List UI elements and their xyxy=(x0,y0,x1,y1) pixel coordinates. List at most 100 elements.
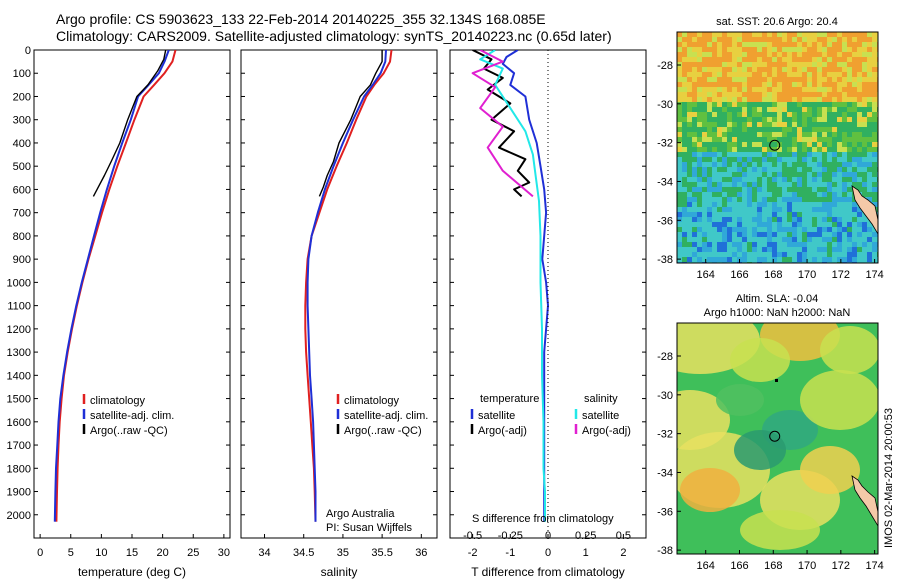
sst-cell xyxy=(752,42,757,47)
sst-cell xyxy=(742,237,747,242)
sst-cell xyxy=(837,232,842,237)
sst-cell xyxy=(807,122,812,127)
sst-cell xyxy=(732,217,737,222)
sst-cell xyxy=(742,177,747,182)
sst-cell xyxy=(812,237,817,242)
sst-cell xyxy=(872,162,877,167)
sst-cell xyxy=(817,77,822,82)
sst-cell xyxy=(832,247,837,252)
sst-cell xyxy=(827,42,832,47)
sst-cell xyxy=(812,192,817,197)
sst-cell xyxy=(722,207,727,212)
sst-cell xyxy=(747,92,752,97)
coastline-sst xyxy=(851,185,878,235)
sst-cell xyxy=(757,102,762,107)
sst-cell xyxy=(842,252,847,257)
sla-blob xyxy=(800,446,860,494)
sst-cell xyxy=(802,257,807,262)
sst-cell xyxy=(807,102,812,107)
sst-cell xyxy=(832,142,837,147)
sst-cell xyxy=(802,152,807,157)
sst-cell xyxy=(792,127,797,132)
sst-cell xyxy=(847,42,852,47)
sst-cell xyxy=(742,77,747,82)
sst-cell xyxy=(687,57,692,62)
sst-cell xyxy=(872,127,877,132)
sst-cell xyxy=(697,162,702,167)
sst-cell xyxy=(712,192,717,197)
sst-cell xyxy=(842,52,847,57)
sst-cell xyxy=(822,202,827,207)
sst-cell xyxy=(812,117,817,122)
sst-cell xyxy=(747,137,752,142)
sst-cell xyxy=(857,177,862,182)
sla-map-frame xyxy=(676,322,879,555)
sst-cell xyxy=(787,252,792,257)
sst-cell xyxy=(852,202,857,207)
sst-cell xyxy=(697,122,702,127)
sst-cell xyxy=(792,252,797,257)
sst-cell xyxy=(807,192,812,197)
sst-cell xyxy=(727,252,732,257)
sst-cell xyxy=(857,127,862,132)
sst-cell xyxy=(737,167,742,172)
sst-cell xyxy=(862,232,867,237)
sst-cell xyxy=(687,52,692,57)
y-tick-label: 100 xyxy=(13,68,31,80)
sst-cell xyxy=(812,222,817,227)
sst-cell xyxy=(712,127,717,132)
sst-cell xyxy=(787,232,792,237)
sst-cell xyxy=(742,187,747,192)
sst-cell xyxy=(772,77,777,82)
sst-cell xyxy=(752,167,757,172)
sst-cell xyxy=(707,107,712,112)
sst-cell xyxy=(712,237,717,242)
sst-cell xyxy=(777,117,782,122)
sst-cell xyxy=(722,212,727,217)
sst-cell xyxy=(682,172,687,177)
sst-cell xyxy=(792,82,797,87)
sst-cell xyxy=(742,117,747,122)
sst-cell xyxy=(682,147,687,152)
sst-cell xyxy=(787,147,792,152)
sst-cell xyxy=(762,232,767,237)
sst-cell xyxy=(727,107,732,112)
sst-cell xyxy=(762,187,767,192)
sst-cell xyxy=(752,202,757,207)
x-tick-label: 35 xyxy=(337,547,349,559)
sst-cell xyxy=(872,62,877,67)
sst-cell xyxy=(792,117,797,122)
sst-cell xyxy=(732,242,737,247)
sst-cell xyxy=(742,112,747,117)
sst-cell xyxy=(777,162,782,167)
sst-cell xyxy=(837,112,842,117)
sst-cell xyxy=(832,192,837,197)
sst-cell xyxy=(872,247,877,252)
sst-cell xyxy=(722,52,727,57)
sst-cell xyxy=(832,252,837,257)
sst-cell xyxy=(707,122,712,127)
sst-cell xyxy=(857,217,862,222)
sst-cell xyxy=(792,97,797,102)
sst-cell xyxy=(732,187,737,192)
sst-cell xyxy=(822,232,827,237)
sst-cell xyxy=(842,122,847,127)
sst-cell xyxy=(707,57,712,62)
sst-cell xyxy=(812,197,817,202)
legend-label: climatology xyxy=(90,395,146,407)
sst-cell xyxy=(862,172,867,177)
sst-cell xyxy=(782,192,787,197)
sst-cell xyxy=(762,77,767,82)
sst-cell xyxy=(722,102,727,107)
sst-cell xyxy=(867,237,872,242)
sst-cell xyxy=(712,212,717,217)
sst-cell xyxy=(802,172,807,177)
sst-cell xyxy=(707,197,712,202)
sst-cell xyxy=(742,162,747,167)
sst-cell xyxy=(762,147,767,152)
sst-cell xyxy=(797,172,802,177)
y-tick-label: 1400 xyxy=(7,370,31,382)
sst-cell xyxy=(862,122,867,127)
sst-cell xyxy=(772,37,777,42)
sst-cell xyxy=(872,142,877,147)
